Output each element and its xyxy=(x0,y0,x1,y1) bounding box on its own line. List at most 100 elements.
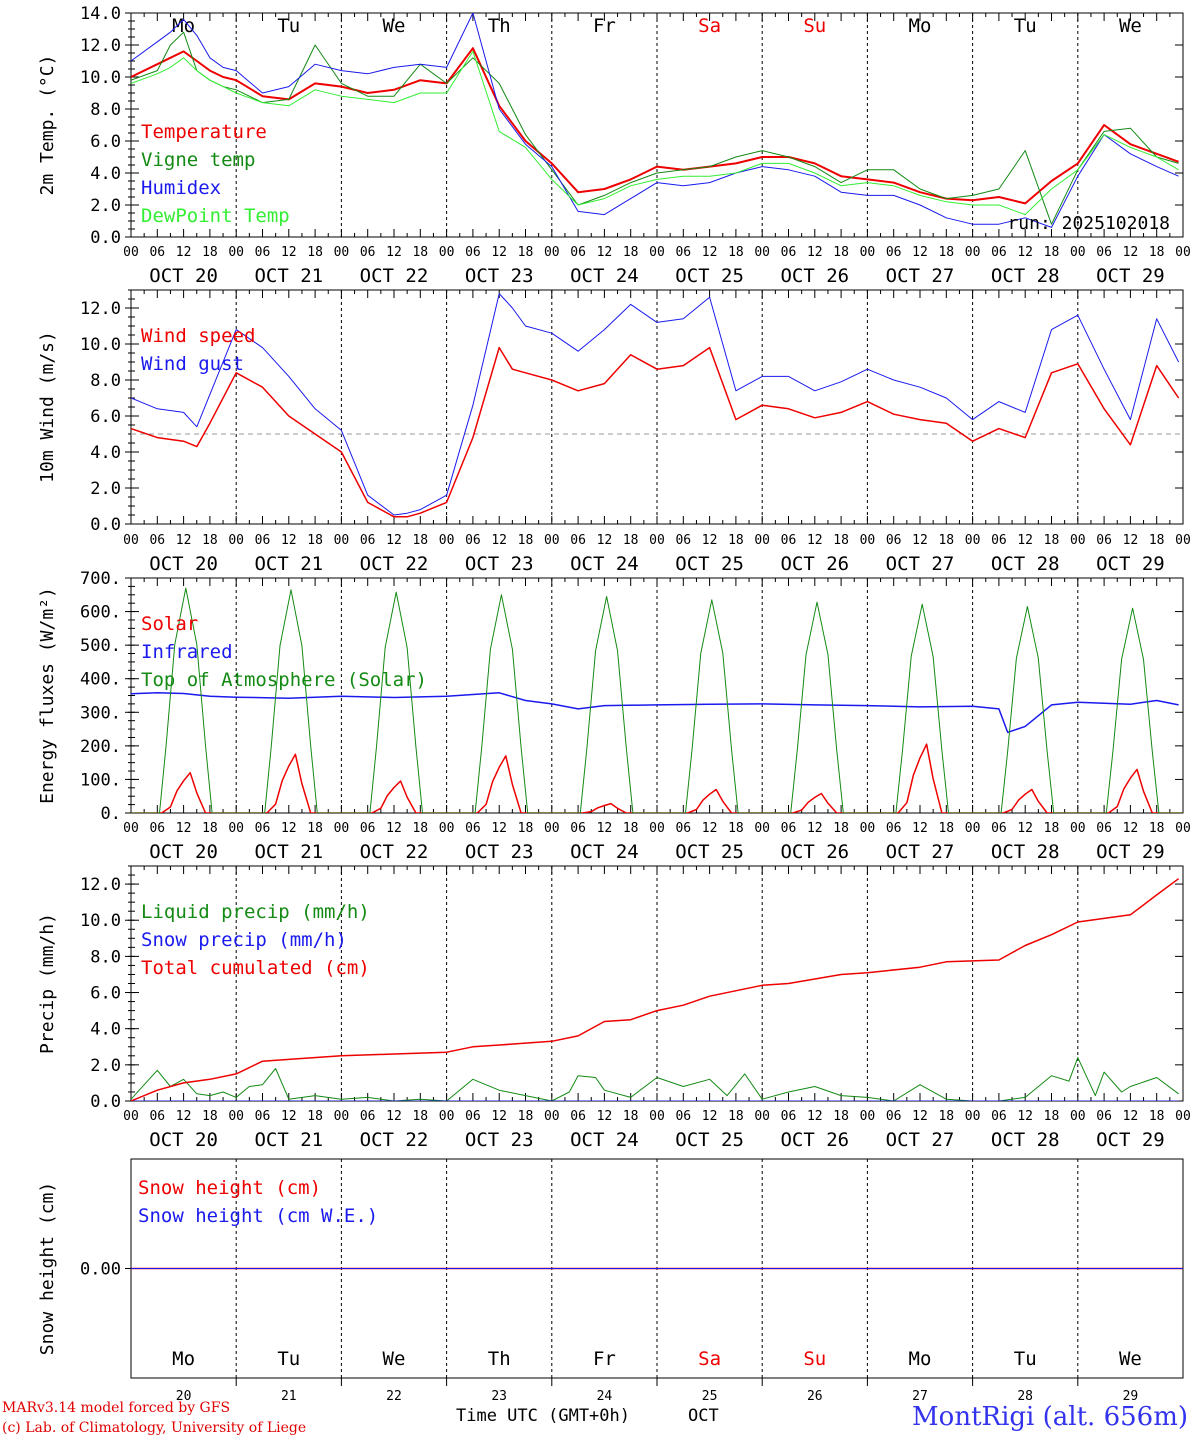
hour-tick-label: 18 xyxy=(412,245,428,260)
date-label: OCT 22 xyxy=(360,553,429,575)
date-label: OCT 28 xyxy=(991,1129,1060,1151)
legend-entry: Infrared xyxy=(141,641,233,663)
hour-tick-label: 18 xyxy=(1044,1109,1060,1124)
date-label: OCT 27 xyxy=(886,841,955,863)
legend-entry: Solar xyxy=(141,613,198,635)
y-tick-label: 8.0 xyxy=(90,100,121,120)
weekday-label: We xyxy=(383,1348,406,1370)
hour-tick-label: 18 xyxy=(518,1109,534,1124)
hour-tick-label: 18 xyxy=(1149,533,1165,548)
hour-tick-label: 06 xyxy=(255,821,271,836)
date-label: OCT 29 xyxy=(1096,265,1165,287)
hour-tick-label: 12 xyxy=(597,821,613,836)
y-tick-label: 2.0 xyxy=(90,196,121,216)
day-number-label: 20 xyxy=(176,1389,192,1404)
hour-tick-label: 06 xyxy=(255,533,271,548)
hour-tick-label: 00 xyxy=(334,533,350,548)
hour-tick-label: 18 xyxy=(728,533,744,548)
y-tick-label: 4.0 xyxy=(90,1020,121,1040)
model-credit: MARv3.14 model forced by GFS xyxy=(2,1400,231,1416)
hour-tick-label: 00 xyxy=(649,533,665,548)
hour-tick-label: 12 xyxy=(1123,1109,1139,1124)
hour-tick-label: 18 xyxy=(623,1109,639,1124)
hour-tick-label: 18 xyxy=(307,245,323,260)
day-number-label: 21 xyxy=(281,1389,297,1404)
date-label: OCT 26 xyxy=(780,1129,849,1151)
hour-tick-label: 18 xyxy=(728,245,744,260)
time-axis-label: Time UTC (GMT+0h) xyxy=(456,1406,630,1426)
legend-entry: Temperature xyxy=(141,121,267,143)
hour-tick-label: 00 xyxy=(965,533,981,548)
hour-tick-label: 18 xyxy=(307,533,323,548)
hour-tick-label: 18 xyxy=(202,1109,218,1124)
date-label: OCT 29 xyxy=(1096,841,1165,863)
y-tick-label: 12.0 xyxy=(80,299,121,319)
y-tick-label: 700. xyxy=(80,569,121,589)
copyright-credit: (c) Lab. of Climatology, University of L… xyxy=(2,1420,307,1436)
series-line-solar xyxy=(131,743,1183,813)
legend-entry: Snow height (cm W.E.) xyxy=(138,1205,378,1227)
date-label: OCT 27 xyxy=(886,265,955,287)
hour-tick-label: 12 xyxy=(386,1109,402,1124)
hour-tick-label: 00 xyxy=(965,1109,981,1124)
day-number-label: 26 xyxy=(807,1389,823,1404)
weekday-label: We xyxy=(1119,15,1142,37)
hour-tick-label: 06 xyxy=(465,245,481,260)
date-label: OCT 24 xyxy=(570,841,639,863)
date-label: OCT 23 xyxy=(465,841,534,863)
hour-tick-label: 00 xyxy=(439,533,455,548)
date-label: OCT 23 xyxy=(465,1129,534,1151)
hour-tick-label: 12 xyxy=(491,821,507,836)
hour-tick-label: 06 xyxy=(255,1109,271,1124)
y-tick-label: 12.0 xyxy=(80,36,121,56)
hour-tick-label: 06 xyxy=(1096,533,1112,548)
hour-tick-label: 06 xyxy=(465,1109,481,1124)
hour-tick-label: 12 xyxy=(597,1109,613,1124)
hour-tick-label: 00 xyxy=(334,245,350,260)
day-number-label: 28 xyxy=(1017,1389,1033,1404)
hour-tick-label: 00 xyxy=(1175,245,1191,260)
hour-tick-label: 12 xyxy=(491,1109,507,1124)
hour-tick-label: 18 xyxy=(518,533,534,548)
hour-tick-label: 06 xyxy=(360,533,376,548)
date-label: OCT 23 xyxy=(465,553,534,575)
hour-tick-label: 12 xyxy=(912,533,928,548)
y-tick-label: 12.0 xyxy=(80,875,121,895)
hour-tick-label: 00 xyxy=(1070,821,1086,836)
y-tick-label: 400. xyxy=(80,670,121,690)
hour-tick-label: 06 xyxy=(991,533,1007,548)
legend-entry: Wind speed xyxy=(141,325,255,347)
hour-tick-label: 12 xyxy=(281,533,297,548)
hour-tick-label: 00 xyxy=(334,821,350,836)
y-tick-label: 4.0 xyxy=(90,164,121,184)
hour-tick-label: 12 xyxy=(1123,245,1139,260)
hour-tick-label: 18 xyxy=(412,533,428,548)
hour-tick-label: 12 xyxy=(702,533,718,548)
weekday-label: Sa xyxy=(698,15,721,37)
legend-entry: Snow precip (mm/h) xyxy=(141,929,347,951)
date-label: OCT 20 xyxy=(149,1129,218,1151)
y-tick-label: 2.0 xyxy=(90,1056,121,1076)
hour-tick-label: 18 xyxy=(307,821,323,836)
hour-tick-label: 00 xyxy=(123,821,139,836)
hour-tick-label: 12 xyxy=(1123,821,1139,836)
hour-tick-label: 06 xyxy=(991,1109,1007,1124)
legend-entry: Wind gust xyxy=(141,353,244,375)
month-label: OCT xyxy=(688,1406,719,1426)
hour-tick-label: 18 xyxy=(307,1109,323,1124)
hour-tick-label: 00 xyxy=(754,821,770,836)
hour-tick-label: 06 xyxy=(465,533,481,548)
date-label: OCT 24 xyxy=(570,1129,639,1151)
weekday-label: Tu xyxy=(277,15,300,37)
hour-tick-label: 00 xyxy=(860,533,876,548)
y-axis-title: 10m Wind (m/s) xyxy=(37,331,58,483)
hour-tick-label: 00 xyxy=(1175,533,1191,548)
hour-tick-label: 12 xyxy=(912,821,928,836)
hour-tick-label: 06 xyxy=(1096,245,1112,260)
weekday-label: Mo xyxy=(172,1348,195,1370)
date-label: OCT 24 xyxy=(570,553,639,575)
run-label: run: 2025102018 xyxy=(1007,213,1170,234)
hour-tick-label: 12 xyxy=(1123,533,1139,548)
y-tick-label: 8.0 xyxy=(90,947,121,967)
hour-tick-label: 18 xyxy=(518,245,534,260)
